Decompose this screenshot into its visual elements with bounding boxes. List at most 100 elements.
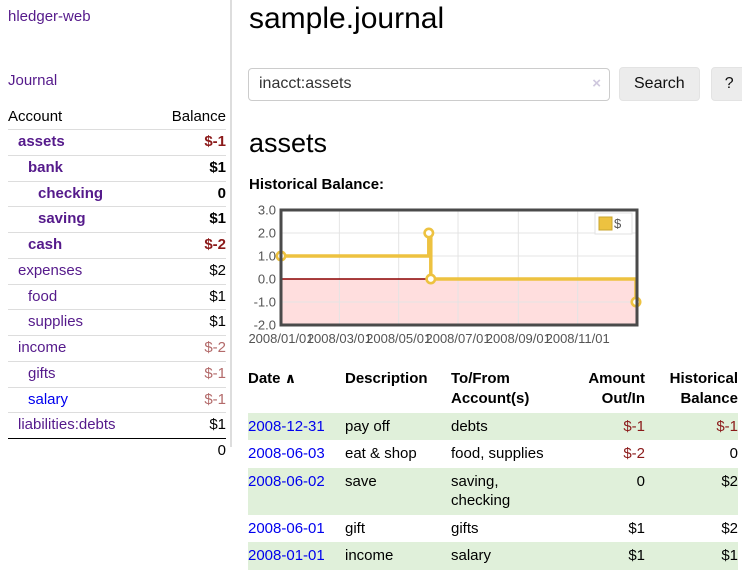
account-balance: $1: [209, 158, 226, 176]
account-row: assets $-1: [8, 129, 226, 156]
account-row: gifts $-1: [8, 361, 226, 387]
svg-text:0.0: 0.0: [258, 272, 276, 287]
account-row: income $-2: [8, 335, 226, 362]
search-input-wrap: ×: [248, 67, 610, 101]
account-link[interactable]: cash: [28, 236, 63, 253]
page-title: sample.journal: [249, 2, 445, 35]
transaction-balance: 0: [729, 445, 738, 462]
account-balance: $-1: [204, 364, 226, 382]
svg-text:2008/07/01: 2008/07/01: [425, 331, 490, 346]
search-form: × Search ?: [248, 67, 742, 101]
accounts-header-balance: Balance: [171, 108, 226, 125]
transaction-balance: $-1: [716, 417, 738, 435]
transaction-accounts: food, supplies: [451, 445, 544, 462]
chart-title: Historical Balance:: [249, 176, 385, 193]
account-link[interactable]: liabilities:debts: [18, 416, 116, 434]
svg-text:2008/05/01: 2008/05/01: [366, 331, 431, 346]
register-row: 2008-06-03 eat & shop food, supplies $-2 0: [248, 440, 738, 468]
svg-text:2008/09/01: 2008/09/01: [486, 331, 551, 346]
account-link[interactable]: saving: [38, 210, 86, 228]
register-row: 2008-01-01 income salary $1 $1: [248, 542, 738, 570]
account-link[interactable]: bank: [28, 158, 64, 176]
account-link[interactable]: food: [28, 287, 58, 305]
register-row: 2008-06-01 gift gifts $1 $2: [248, 515, 738, 543]
svg-text:-2.0: -2.0: [254, 318, 276, 333]
transaction-date-link[interactable]: 2008-01-01: [248, 547, 325, 564]
account-heading: assets: [249, 128, 328, 158]
transaction-amount: 0: [636, 472, 645, 490]
account-row: food $1: [8, 284, 226, 310]
svg-text:1.0: 1.0: [258, 249, 276, 264]
sort-asc-icon: ∧: [284, 370, 297, 386]
account-balance: $1: [209, 313, 226, 331]
account-row: bank $1: [8, 155, 226, 181]
nav-journal-link[interactable]: Journal: [8, 72, 58, 89]
account-balance: $1: [209, 210, 226, 228]
col-header-description: Description: [345, 370, 428, 387]
transaction-date-link[interactable]: 2008-06-02: [248, 472, 325, 490]
col-header-balance: Historical Balance: [669, 370, 738, 408]
account-row: supplies $1: [8, 309, 226, 336]
transaction-amount: $-2: [623, 445, 645, 462]
transaction-amount: $1: [628, 547, 645, 564]
account-row: checking 0: [8, 181, 226, 207]
account-balance: $-1: [204, 133, 226, 150]
account-link[interactable]: checking: [38, 184, 104, 202]
transaction-accounts: debts: [451, 417, 488, 435]
svg-text:2.0: 2.0: [258, 226, 276, 241]
account-row: expenses $2: [8, 258, 226, 284]
col-header-accounts: To/From Account(s): [451, 370, 530, 408]
register-table: Date ∧ Description To/From Account(s) Am…: [248, 367, 738, 570]
account-balance: $1: [209, 416, 226, 434]
transaction-description: income: [345, 547, 394, 564]
svg-text:2008/01/01: 2008/01/01: [248, 331, 313, 346]
account-balance: $-1: [204, 390, 226, 408]
account-row: saving $1: [8, 206, 226, 233]
account-link[interactable]: income: [18, 339, 67, 356]
account-link[interactable]: gifts: [28, 364, 56, 382]
account-link[interactable]: supplies: [28, 313, 84, 331]
help-button[interactable]: ?: [710, 67, 742, 101]
app-brand-link[interactable]: hledger-web: [8, 8, 91, 25]
main-content: sample.journal × Search ? assets Histori…: [248, 0, 742, 570]
account-row: liabilities:debts $1: [8, 412, 226, 439]
col-header-amount: Amount Out/In: [588, 370, 645, 408]
accounts-total-value: 0: [217, 442, 226, 459]
accounts-table: Account Balance assets $-1 bank $1 checking 0…: [8, 103, 226, 464]
svg-text:-1.0: -1.0: [254, 295, 276, 310]
transaction-accounts: saving, checking: [451, 472, 511, 510]
svg-text:2008/03/01: 2008/03/01: [307, 331, 372, 346]
transaction-balance: $2: [721, 519, 738, 537]
transaction-description: gift: [345, 519, 366, 537]
svg-text:2008/11/01: 2008/11/01: [546, 331, 610, 346]
sidebar: hledger-web Journal Account Balance asse…: [0, 0, 232, 459]
transaction-description: save: [345, 472, 377, 490]
transaction-balance: $1: [721, 547, 738, 564]
account-balance: $2: [209, 261, 226, 279]
account-balance: $1: [209, 287, 226, 305]
account-link[interactable]: assets: [18, 133, 65, 150]
search-input[interactable]: [248, 67, 610, 101]
clear-search-icon[interactable]: ×: [592, 74, 601, 92]
register-row: 2008-06-02 save saving, checking 0 $2: [248, 467, 738, 515]
transaction-date-link[interactable]: 2008-06-03: [248, 445, 325, 462]
historical-balance-chart: $3.0 2.0 1.0 0.0 -1.0 -2.0 2008/01/01 2008/03/0…: [248, 203, 742, 356]
account-link[interactable]: salary: [28, 390, 69, 408]
account-balance: 0: [217, 184, 226, 202]
col-header-date[interactable]: Date ∧: [248, 370, 297, 387]
svg-text:3.0: 3.0: [258, 204, 276, 218]
transaction-amount: $-1: [623, 417, 645, 435]
search-button[interactable]: Search: [619, 67, 700, 101]
transaction-description: eat & shop: [345, 445, 417, 462]
account-link[interactable]: expenses: [18, 261, 83, 279]
register-row: 2008-12-31 pay off debts $-1 $-1: [248, 412, 738, 440]
accounts-total-row: 0: [8, 438, 226, 464]
svg-text:$: $: [614, 216, 622, 231]
transaction-description: pay off: [345, 417, 390, 435]
transaction-amount: $1: [628, 519, 645, 537]
transaction-date-link[interactable]: 2008-06-01: [248, 519, 325, 537]
transaction-date-link[interactable]: 2008-12-31: [248, 417, 325, 435]
account-balance: $-2: [204, 339, 226, 356]
account-row: salary $-1: [8, 387, 226, 413]
transaction-balance: $2: [721, 472, 738, 490]
